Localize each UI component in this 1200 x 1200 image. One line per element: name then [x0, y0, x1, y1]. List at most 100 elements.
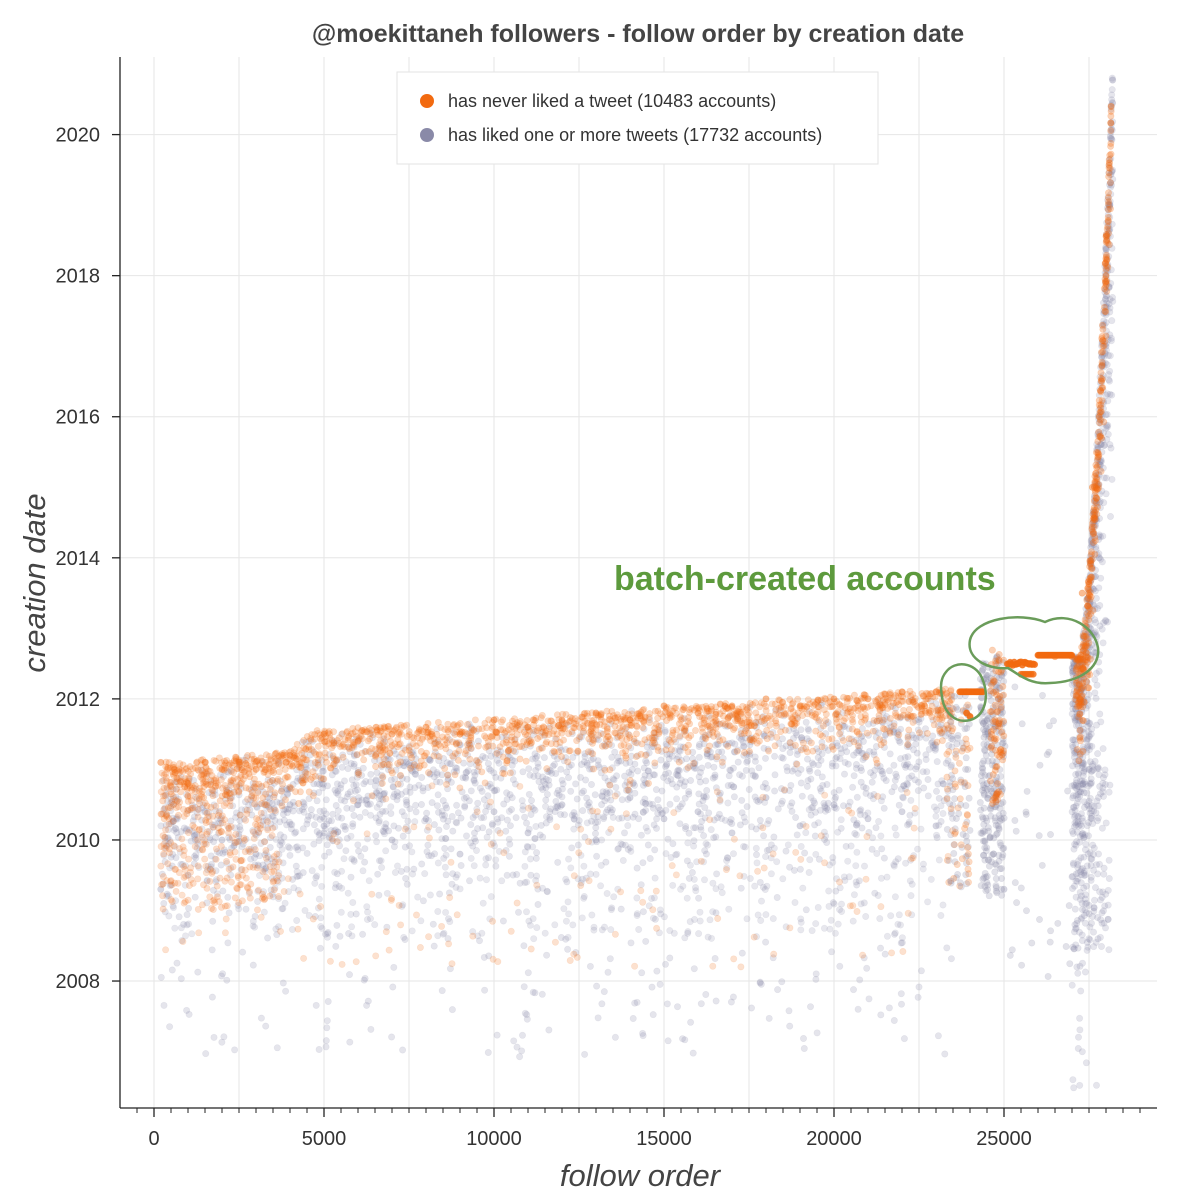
liked-point — [239, 840, 247, 848]
liked-point — [676, 733, 684, 741]
liked-point — [707, 826, 715, 834]
liked-point — [933, 806, 941, 814]
liked-point — [350, 762, 358, 770]
liked-point — [813, 745, 821, 753]
liked-point — [701, 804, 709, 812]
liked-point — [471, 779, 479, 787]
liked-point — [872, 824, 880, 832]
liked-point — [806, 767, 814, 775]
liked-point — [523, 878, 531, 886]
liked-point — [542, 813, 550, 821]
liked-point — [503, 795, 511, 803]
liked-point — [872, 733, 880, 741]
liked-point — [323, 1024, 331, 1032]
liked-point — [981, 869, 989, 877]
liked-point — [706, 725, 714, 733]
liked-point — [804, 725, 812, 733]
liked-point — [892, 831, 900, 839]
liked-point — [356, 813, 364, 821]
liked-point — [210, 838, 218, 846]
liked-point — [804, 777, 812, 785]
liked-point — [401, 935, 409, 943]
liked-point — [853, 848, 861, 856]
liked-point — [353, 751, 361, 759]
liked-point — [842, 842, 850, 850]
liked-point — [906, 877, 914, 885]
never-liked-point — [904, 740, 912, 748]
liked-point — [311, 764, 319, 772]
liked-point — [608, 806, 616, 814]
liked-point — [303, 765, 311, 773]
liked-point — [294, 872, 302, 880]
liked-point — [847, 842, 855, 850]
liked-point — [932, 831, 940, 839]
liked-point — [639, 808, 647, 816]
liked-point — [511, 735, 519, 743]
liked-point — [568, 730, 576, 738]
liked-point — [743, 758, 751, 766]
liked-point — [672, 770, 680, 778]
liked-point — [686, 918, 694, 926]
liked-point — [537, 821, 545, 829]
liked-point — [264, 803, 272, 811]
liked-point — [308, 737, 316, 745]
liked-point — [726, 818, 734, 826]
liked-point — [939, 901, 947, 909]
liked-point — [334, 790, 342, 798]
liked-point — [224, 939, 232, 947]
never-liked-point — [669, 729, 677, 737]
liked-point — [797, 915, 805, 923]
liked-point — [477, 814, 485, 822]
liked-point — [465, 729, 473, 737]
liked-point — [1087, 873, 1095, 881]
liked-point — [718, 748, 726, 756]
liked-point — [404, 827, 412, 835]
never-liked-point — [719, 719, 727, 727]
liked-point — [310, 821, 318, 829]
never-liked-point — [545, 731, 553, 739]
liked-point — [656, 806, 664, 814]
liked-point — [651, 771, 659, 779]
liked-point — [444, 785, 452, 793]
liked-point — [911, 776, 919, 784]
never-liked-point — [524, 732, 532, 740]
liked-point — [852, 760, 860, 768]
never-liked-point — [482, 743, 490, 751]
liked-point — [555, 791, 563, 799]
liked-point — [398, 774, 406, 782]
liked-point — [255, 800, 263, 808]
liked-point — [522, 908, 530, 916]
liked-point — [687, 1018, 695, 1026]
liked-point — [779, 745, 787, 753]
liked-point — [484, 760, 492, 768]
liked-point — [740, 751, 748, 759]
liked-point — [446, 760, 454, 768]
liked-point — [435, 826, 443, 834]
liked-point — [456, 741, 464, 749]
liked-point — [982, 887, 990, 895]
liked-point — [814, 761, 822, 769]
liked-point — [740, 742, 748, 750]
liked-point — [462, 774, 470, 782]
liked-point — [1078, 830, 1086, 838]
never-liked-point — [406, 751, 414, 759]
liked-point — [318, 863, 326, 871]
liked-point — [850, 891, 858, 899]
liked-point — [361, 808, 369, 816]
liked-point — [695, 753, 703, 761]
liked-point — [746, 874, 754, 882]
liked-point — [174, 833, 182, 841]
liked-point — [653, 967, 661, 975]
liked-point — [1090, 802, 1098, 810]
never-liked-point — [863, 729, 871, 737]
liked-point — [803, 735, 811, 743]
liked-point — [607, 906, 615, 914]
liked-point — [403, 801, 411, 809]
liked-point — [434, 932, 442, 940]
liked-point — [388, 1033, 396, 1041]
liked-point — [1011, 879, 1019, 887]
liked-point — [700, 793, 708, 801]
liked-point — [897, 785, 905, 793]
liked-point — [669, 881, 677, 889]
liked-point — [839, 802, 847, 810]
